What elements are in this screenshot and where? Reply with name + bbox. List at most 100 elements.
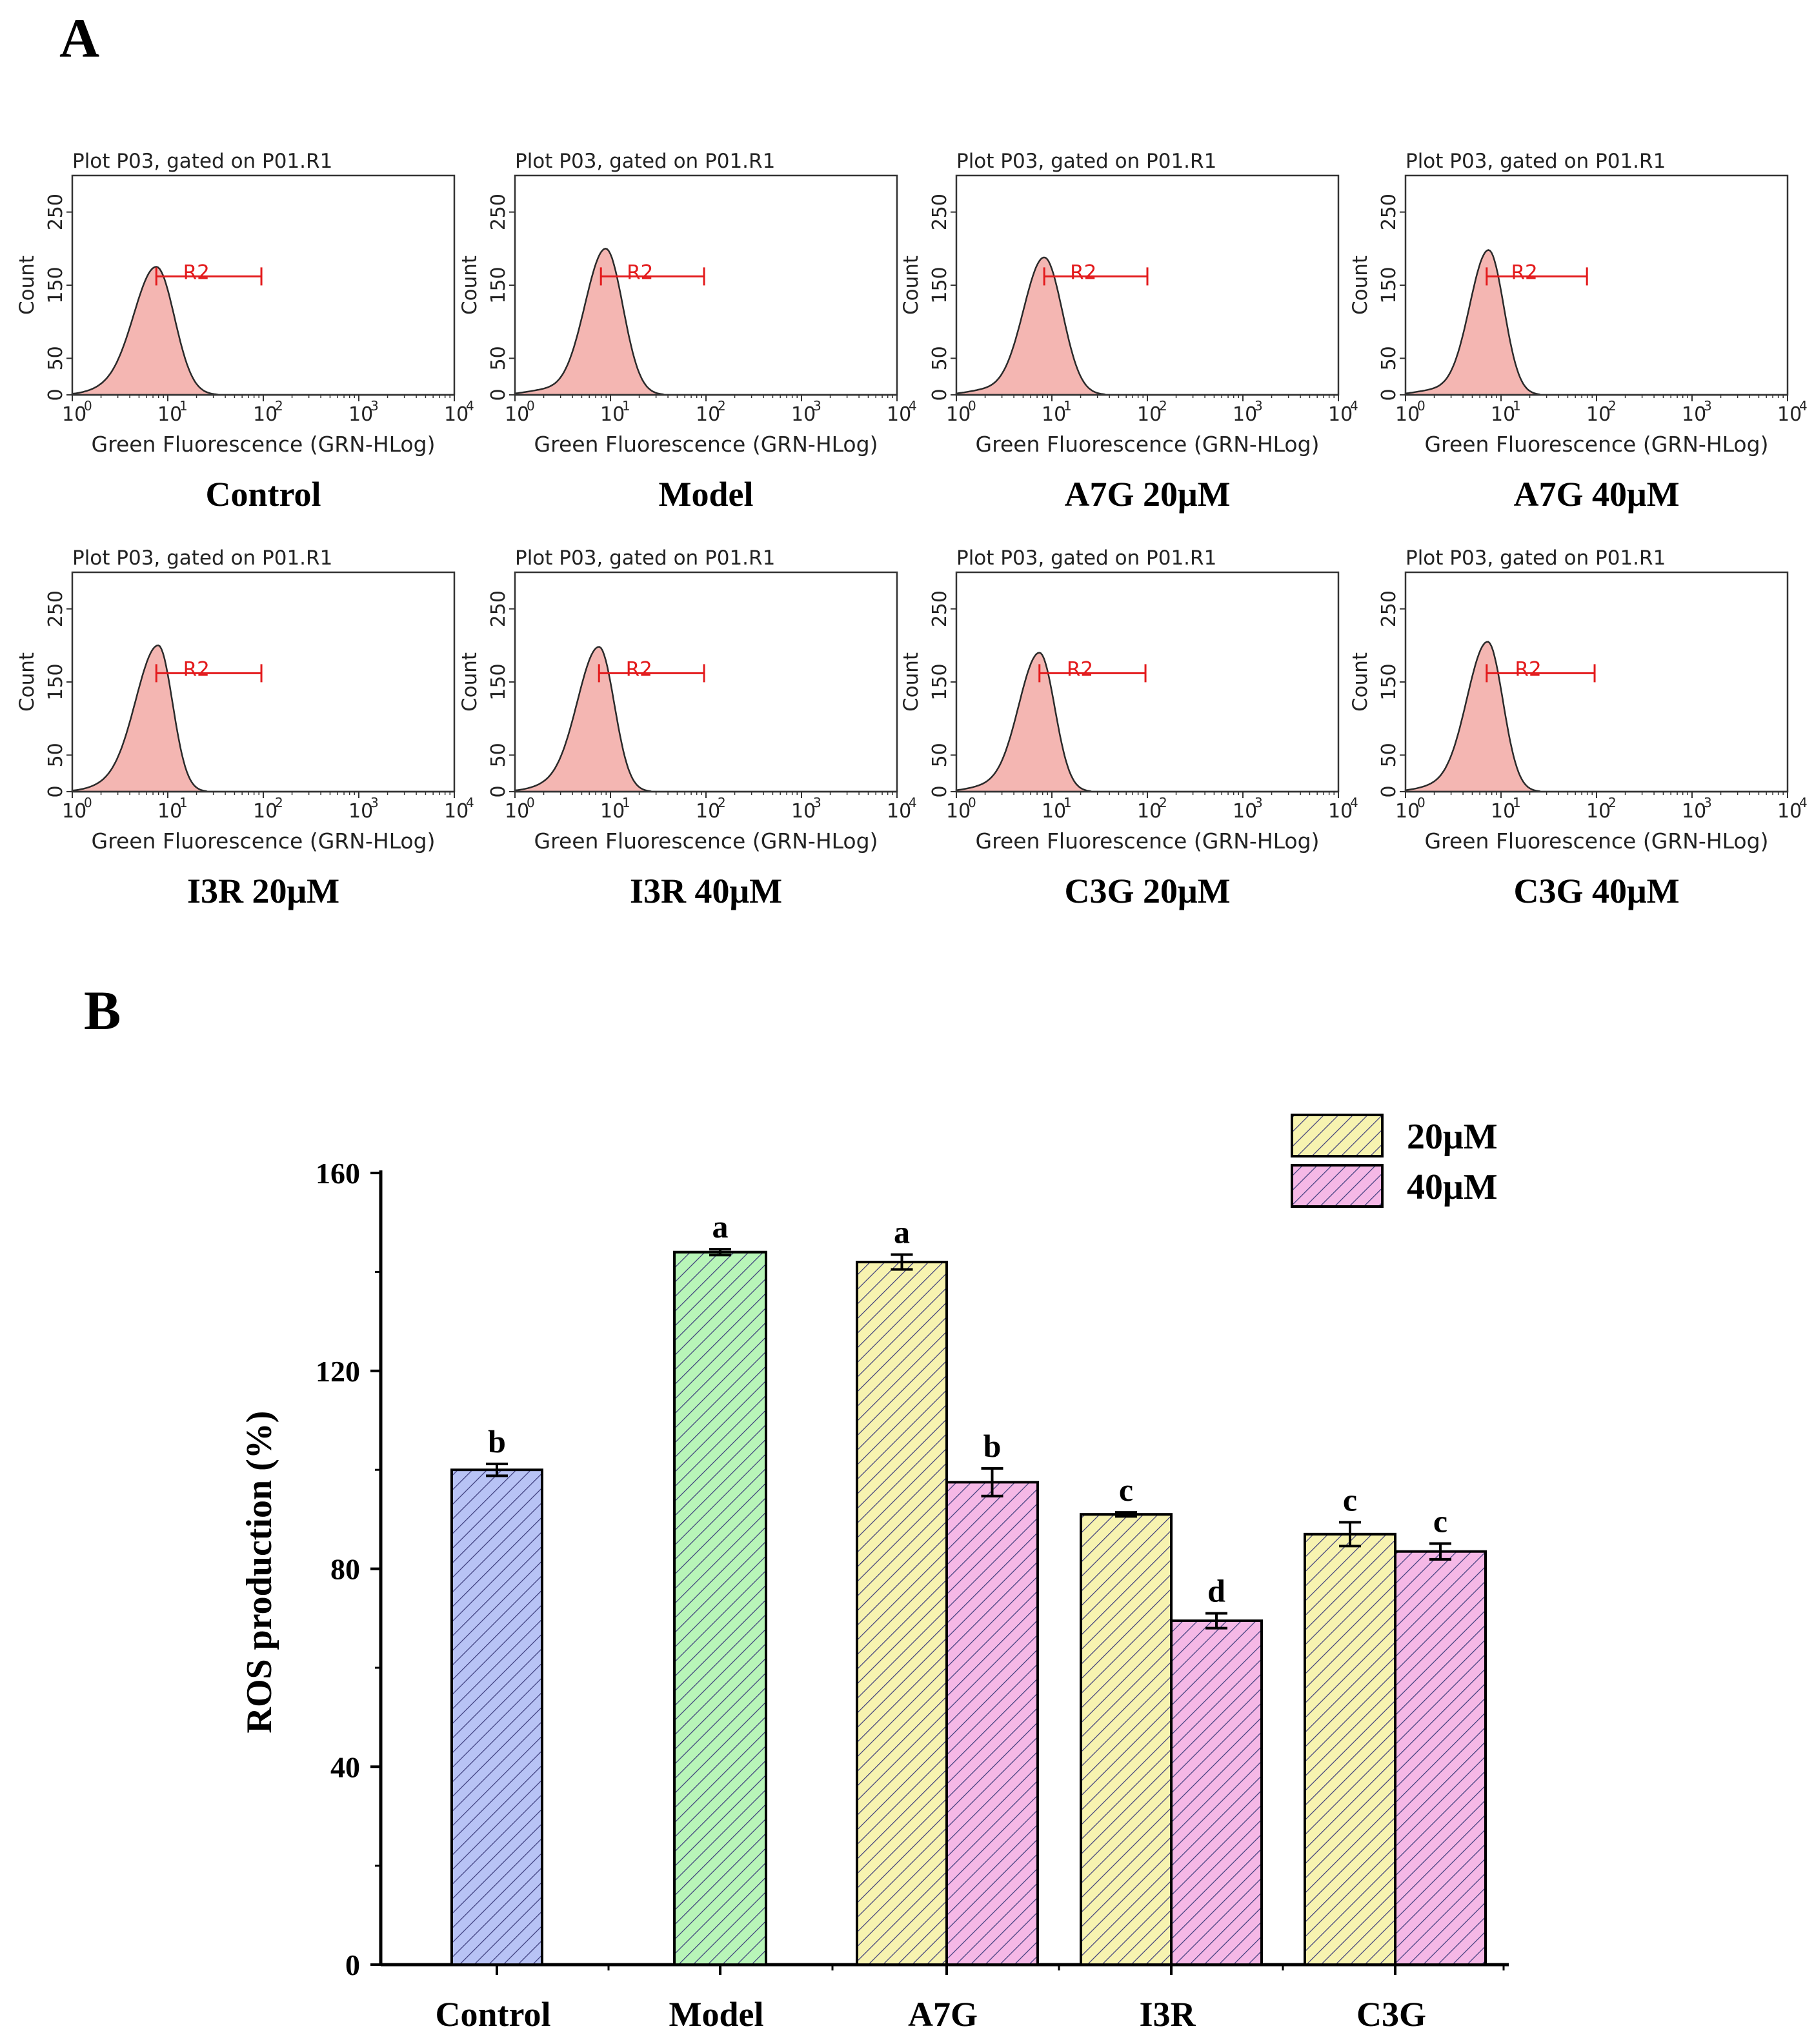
x-tick-exponent: 2	[1608, 795, 1617, 810]
bar-outline	[1170, 1619, 1263, 1967]
histogram-curve	[1404, 641, 1788, 793]
x-tick-label: 10	[62, 403, 86, 426]
x-tick-exponent: 3	[370, 795, 379, 810]
plot-header: Plot P03, gated on P01.R1	[515, 150, 775, 173]
y-tick-label: 250	[929, 590, 951, 627]
x-tick-exponent: 3	[370, 398, 379, 414]
x-tick-exponent: 3	[1704, 795, 1712, 810]
bar-outline	[1394, 1550, 1487, 1967]
plot-header: Plot P03, gated on P01.R1	[72, 150, 332, 173]
x-tick-exponent: 3	[813, 795, 821, 810]
y-tick-label: 50	[487, 346, 510, 370]
bar-outline	[945, 1481, 1039, 1966]
histogram-caption: I3R 40μM	[630, 872, 782, 910]
plot-header: Plot P03, gated on P01.R1	[956, 546, 1216, 570]
bar-group: b	[450, 1423, 543, 1966]
x-tick-exponent: 4	[466, 795, 474, 810]
histogram-curve	[1404, 249, 1788, 396]
x-tick-exponent: 1	[179, 398, 188, 414]
panel-b-label: B	[84, 979, 121, 1041]
x-tick-label: 10	[1777, 403, 1802, 426]
x-tick-label: 10	[791, 800, 816, 823]
x-tick-exponent: 0	[84, 398, 92, 414]
x-tick-label: 10	[791, 403, 816, 426]
x-tick-label: 10	[157, 800, 182, 823]
y-tick-label: 150	[929, 266, 951, 303]
x-tick-label: 10	[1491, 800, 1515, 823]
x-tick-label: 10	[157, 403, 182, 426]
bar-group: c	[1394, 1503, 1487, 1967]
x-tick-label: 10	[1042, 800, 1066, 823]
y-tick-label: 0	[929, 388, 951, 401]
histogram-caption: A7G 20μM	[1064, 475, 1230, 514]
gate-label: R2	[1511, 261, 1538, 284]
significance-letter: a	[712, 1208, 729, 1245]
x-tick-exponent: 4	[909, 398, 917, 414]
y-tick-label: 0	[45, 388, 67, 401]
x-axis-label: Green Fluorescence (GRN-HLog)	[1425, 432, 1769, 457]
histogram-curve	[514, 247, 897, 396]
y-tick-label: 0	[929, 785, 951, 797]
y-tick-label: 250	[45, 590, 67, 627]
x-tick-exponent: 2	[718, 795, 726, 810]
legend-swatch-outline	[1291, 1114, 1384, 1157]
gate-label: R2	[183, 261, 210, 284]
bar-outline	[450, 1468, 543, 1966]
y-tick-label: 150	[487, 663, 510, 700]
legend-swatch-outline	[1291, 1164, 1384, 1208]
x-category-label: I3R	[1139, 1995, 1196, 2034]
gate-label: R2	[1515, 657, 1541, 681]
plot-header: Plot P03, gated on P01.R1	[515, 546, 775, 570]
y-axis-label: Count	[900, 652, 923, 712]
x-tick-label: 10	[1491, 403, 1515, 426]
x-tick-label: 10	[253, 403, 277, 426]
bar-group: d	[1170, 1573, 1263, 1967]
x-tick-label: 10	[1137, 800, 1162, 823]
x-tick-exponent: 0	[968, 795, 976, 810]
y-axis-label: Count	[900, 256, 923, 315]
y-tick-label: 50	[1378, 346, 1400, 370]
y-tick-label: 80	[330, 1553, 360, 1586]
x-category-label: Control	[435, 1995, 550, 2034]
x-tick-label: 10	[1328, 403, 1353, 426]
y-tick-label: 250	[487, 590, 510, 627]
x-tick-label: 10	[696, 800, 720, 823]
x-tick-exponent: 2	[1159, 795, 1167, 810]
plot-header: Plot P03, gated on P01.R1	[72, 546, 332, 570]
x-tick-label: 10	[348, 800, 373, 823]
x-category-label: Model	[669, 1995, 764, 2034]
x-tick-label: 10	[1233, 800, 1257, 823]
bar-group: a	[856, 1214, 948, 1966]
x-tick-exponent: 1	[1063, 795, 1072, 810]
x-tick-label: 10	[1395, 403, 1420, 426]
y-tick-label: 120	[316, 1355, 360, 1388]
y-tick-label: 150	[487, 266, 510, 303]
y-tick-label: 150	[1378, 663, 1400, 700]
y-tick-label: 50	[929, 346, 951, 370]
x-tick-label: 10	[887, 800, 911, 823]
y-tick-label: 250	[487, 194, 510, 230]
legend-label: 20μM	[1407, 1117, 1498, 1157]
histogram-caption: I3R 20μM	[187, 872, 339, 910]
x-tick-exponent: 4	[1350, 398, 1358, 414]
gate-label: R2	[183, 657, 210, 681]
legend: 20μM 40μM	[1291, 1114, 1498, 1208]
x-tick-exponent: 4	[909, 795, 917, 810]
x-tick-exponent: 1	[622, 795, 630, 810]
x-tick-exponent: 2	[1159, 398, 1167, 414]
histogram-caption: A7G 40μM	[1513, 475, 1679, 514]
x-tick-label: 10	[444, 800, 469, 823]
x-tick-exponent: 0	[84, 795, 92, 810]
x-axis-label: Green Fluorescence (GRN-HLog)	[92, 432, 436, 457]
x-tick-label: 10	[1586, 800, 1611, 823]
x-tick-label: 10	[600, 800, 625, 823]
x-tick-exponent: 2	[275, 398, 283, 414]
bar-group: b	[945, 1428, 1039, 1966]
y-axis-label: ROS production (%)	[239, 1411, 279, 1734]
gate-label: R2	[626, 657, 652, 681]
